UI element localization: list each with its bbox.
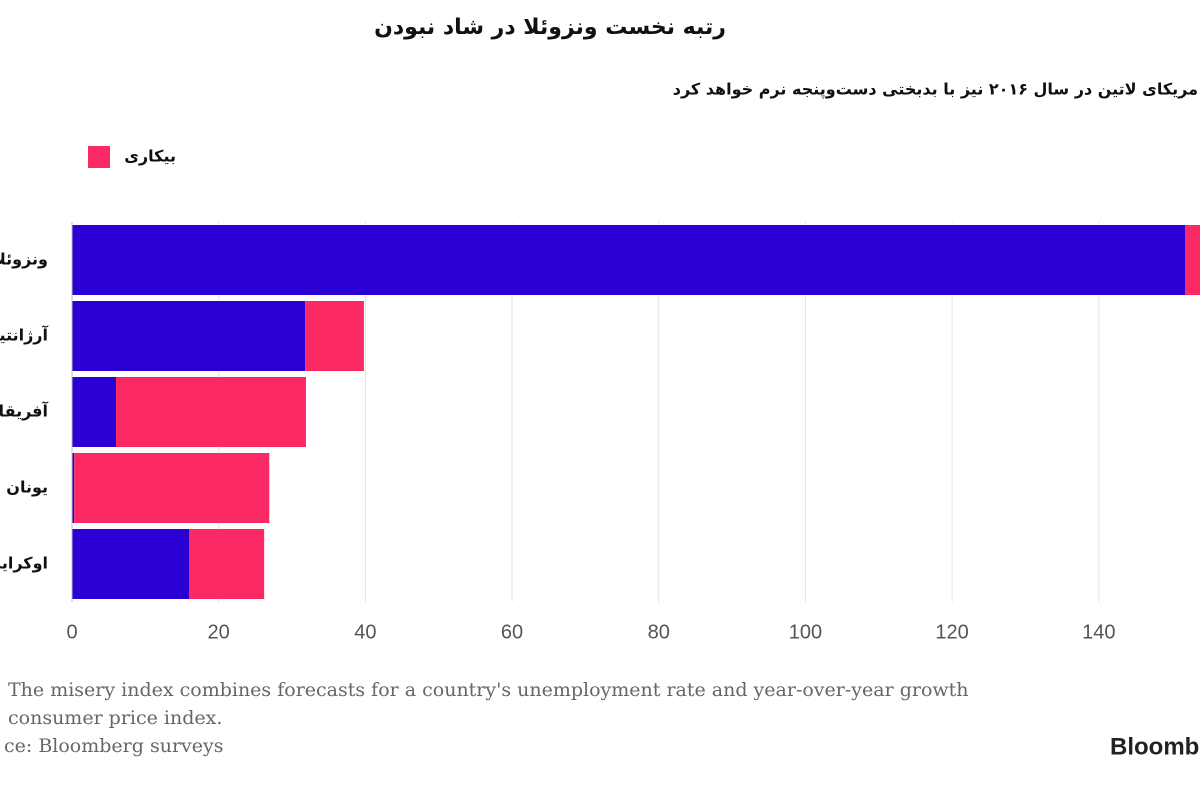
x-tick-label: 120 bbox=[935, 621, 968, 643]
plot-area bbox=[71, 222, 1200, 602]
bar-segment bbox=[72, 301, 306, 371]
bar-segment bbox=[72, 377, 117, 447]
x-tick-label: 20 bbox=[208, 621, 230, 643]
bar-segment bbox=[72, 225, 1186, 295]
legend-swatch bbox=[88, 146, 110, 168]
logo: Bloomb bbox=[1110, 733, 1199, 760]
bar-segment bbox=[305, 301, 364, 371]
x-tick-label: 100 bbox=[789, 621, 822, 643]
bar-segment bbox=[74, 453, 270, 523]
footnote: The misery index combines forecasts for … bbox=[8, 679, 969, 701]
chart-subtitle: مریکای لاتین در سال ۲۰۱۶ نیز با بدبختی د… bbox=[673, 80, 1198, 100]
x-tick-label: 140 bbox=[1082, 621, 1115, 643]
legend-label: بیکاری bbox=[124, 147, 176, 166]
bar-segment bbox=[72, 453, 75, 523]
x-tick-label: 0 bbox=[66, 621, 77, 643]
bar-segment bbox=[72, 529, 190, 599]
x-tick-label: 40 bbox=[354, 621, 376, 643]
y-tick-label: ونزوئلا bbox=[0, 250, 48, 269]
y-tick-label: آرژانتین bbox=[0, 325, 49, 345]
y-tick-label: یونان bbox=[6, 478, 48, 497]
chart-title: رتبه نخست ونزوئلا در شاد نبودن bbox=[374, 15, 726, 40]
bar-segment bbox=[1185, 225, 1200, 295]
bar-segment bbox=[189, 529, 265, 599]
bar-segment bbox=[116, 377, 306, 447]
x-tick-label: 60 bbox=[501, 621, 523, 643]
source: ce: Bloomberg surveys bbox=[4, 735, 223, 757]
y-tick-label: اوکراین bbox=[0, 554, 48, 573]
x-tick-label: 80 bbox=[648, 621, 670, 643]
footnote: consumer price index. bbox=[8, 707, 222, 729]
